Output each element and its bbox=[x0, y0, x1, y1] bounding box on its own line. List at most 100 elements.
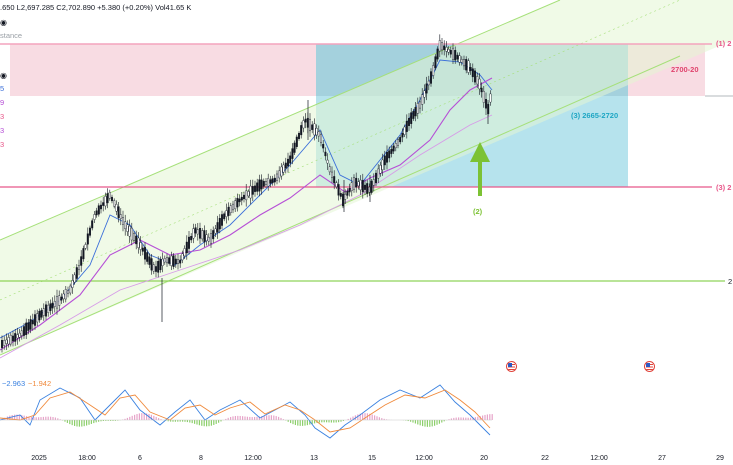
macd-bar bbox=[234, 416, 236, 420]
candle-body bbox=[245, 190, 248, 201]
candle-body bbox=[293, 142, 296, 153]
macd-bar bbox=[438, 420, 440, 424]
macd-bar bbox=[371, 414, 373, 420]
eye-icon[interactable]: ◉ bbox=[0, 71, 7, 80]
candle-body bbox=[187, 236, 190, 249]
macd-bar bbox=[342, 420, 344, 421]
economic-event-flag-icon[interactable] bbox=[506, 361, 517, 372]
candle-body bbox=[401, 133, 404, 138]
candle-body bbox=[183, 248, 186, 257]
macd-bar bbox=[311, 420, 313, 424]
candle-body bbox=[99, 204, 102, 210]
channel-upper bbox=[0, 0, 561, 241]
macd-bar bbox=[28, 416, 30, 420]
candle-body bbox=[194, 227, 197, 234]
economic-event-flag-icon[interactable] bbox=[644, 361, 655, 372]
macd-bar bbox=[42, 416, 44, 420]
candle-body bbox=[379, 164, 382, 174]
candle-body bbox=[27, 322, 30, 331]
candle-body bbox=[75, 267, 78, 279]
candle-body bbox=[66, 290, 69, 294]
macd-bar bbox=[227, 417, 229, 420]
candle-body bbox=[386, 152, 389, 163]
macd-bar bbox=[443, 420, 445, 422]
candle-body bbox=[157, 261, 160, 273]
green-level-label: 2 bbox=[728, 277, 733, 286]
candle-body bbox=[49, 303, 52, 311]
candle-body bbox=[115, 204, 118, 212]
macd-bar bbox=[292, 420, 294, 425]
macd-bar bbox=[189, 420, 191, 423]
macd-bar bbox=[170, 420, 172, 422]
macd-bar bbox=[33, 417, 35, 420]
candle-body bbox=[471, 68, 474, 78]
candle-body bbox=[240, 196, 243, 201]
candle-body bbox=[421, 94, 424, 105]
macd-bar bbox=[340, 420, 342, 422]
macd-bar bbox=[86, 420, 88, 426]
macd-bar bbox=[323, 420, 325, 423]
macd-bar bbox=[330, 420, 332, 423]
candle-body bbox=[269, 179, 272, 184]
candle-body bbox=[315, 128, 318, 136]
ma-purple bbox=[0, 77, 493, 351]
candle-body bbox=[346, 191, 349, 196]
candle-body bbox=[174, 258, 177, 265]
macd-bar bbox=[30, 416, 32, 420]
candle-body bbox=[139, 242, 142, 250]
candle-body bbox=[357, 181, 360, 187]
candle-body bbox=[5, 339, 8, 344]
candle-body bbox=[23, 326, 26, 336]
candle-body bbox=[291, 148, 294, 159]
macd-bar bbox=[232, 416, 234, 420]
candle-body bbox=[40, 310, 43, 318]
candle-body bbox=[412, 111, 415, 119]
macd-bar bbox=[431, 420, 433, 427]
eye-icon[interactable]: ◉ bbox=[0, 18, 7, 27]
candle-body bbox=[143, 247, 146, 260]
candle-body bbox=[203, 230, 206, 243]
macd-bar bbox=[203, 420, 205, 427]
macd-bar bbox=[126, 417, 128, 420]
candle-body bbox=[443, 45, 446, 50]
candle-body bbox=[465, 59, 468, 71]
macd-bar bbox=[268, 415, 270, 420]
macd-bar bbox=[220, 420, 222, 422]
candle-body bbox=[218, 218, 221, 230]
x-axis-label: 12:00 bbox=[244, 455, 262, 462]
x-axis-label: 27 bbox=[658, 455, 666, 462]
candle-body bbox=[419, 101, 422, 109]
candle-body bbox=[207, 236, 210, 242]
candle-body bbox=[397, 139, 400, 146]
candle-body bbox=[355, 177, 358, 188]
candle-body bbox=[324, 151, 327, 157]
candle-body bbox=[80, 256, 83, 266]
candle-body bbox=[377, 168, 380, 179]
candle-body bbox=[441, 42, 444, 51]
candle-body bbox=[372, 179, 375, 186]
macd-bar bbox=[69, 420, 71, 425]
candle-body bbox=[438, 40, 441, 52]
candle-body bbox=[416, 103, 419, 114]
candle-body bbox=[339, 193, 342, 197]
candle-body bbox=[458, 55, 461, 63]
candle-body bbox=[137, 237, 140, 248]
macd-bar bbox=[314, 420, 316, 424]
gutter-digit: 5 bbox=[0, 84, 5, 93]
macd-bar bbox=[326, 420, 328, 423]
macd-bar bbox=[93, 420, 95, 424]
candle-body bbox=[322, 144, 325, 149]
macd-bar bbox=[146, 413, 148, 420]
candle-body bbox=[88, 227, 91, 236]
macd-bar bbox=[419, 420, 421, 426]
macd-bar bbox=[321, 420, 323, 423]
candle-body bbox=[36, 313, 39, 323]
candle-body bbox=[287, 158, 290, 167]
candle-body bbox=[482, 90, 485, 103]
candle-body bbox=[425, 83, 428, 94]
macd-bar bbox=[405, 420, 407, 421]
macd-bar bbox=[486, 414, 488, 420]
macd-bar bbox=[297, 420, 299, 426]
candlesticks bbox=[1, 34, 492, 353]
